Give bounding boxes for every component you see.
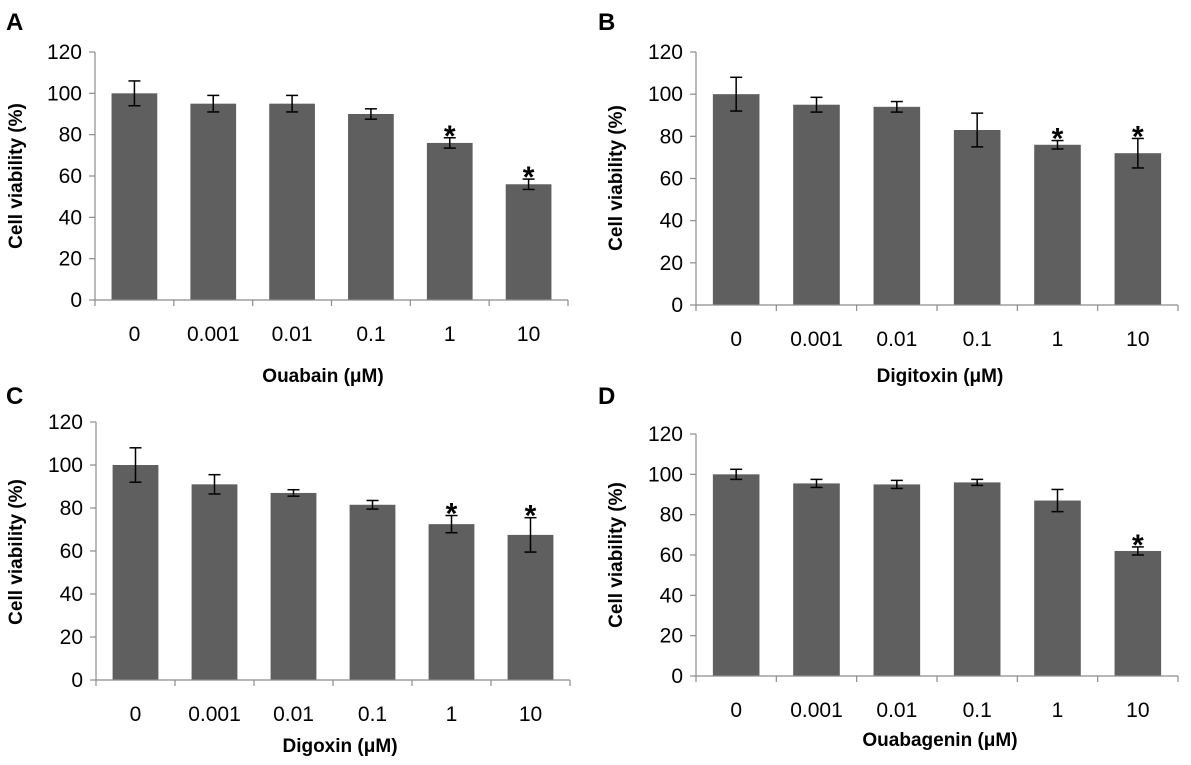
panel-c-y-axis-title: Cell viability (%) xyxy=(6,479,27,625)
panel-a-ytick-3: 60 xyxy=(59,165,82,188)
panel-b-ytick-3: 60 xyxy=(660,168,683,191)
panel-b-significance-5: * xyxy=(1132,120,1144,153)
panel-b-bar-2 xyxy=(873,106,921,305)
panel-a-ytick-6: 120 xyxy=(47,41,82,64)
panel-c-ytick-5: 100 xyxy=(48,454,83,477)
panel-a-x-axis-title: Ouabain (μM) xyxy=(262,366,383,387)
panel-d-xtick-0: 0 xyxy=(730,699,742,722)
panel-d-ytick-6: 120 xyxy=(648,423,683,446)
panel-c-bar-1 xyxy=(191,484,238,680)
panel-d-x-axis-title: Ouabagenin (μM) xyxy=(862,730,1017,751)
panel-c-ytick-1: 20 xyxy=(60,626,83,649)
panel-c-ytick-3: 60 xyxy=(60,540,83,563)
panel-c-x-axis-title: Digoxin (μM) xyxy=(282,736,397,757)
panel-c-significance-4: * xyxy=(446,498,458,531)
panel-a-bar-0 xyxy=(111,93,158,300)
panel-c-ytick-4: 80 xyxy=(60,497,83,520)
panel-d-xtick-1: 0.001 xyxy=(790,699,843,722)
panel-b-ytick-4: 80 xyxy=(660,125,683,148)
panel-b-y-axis-title: Cell viability (%) xyxy=(606,105,627,251)
panel-b-bar-4 xyxy=(1034,144,1081,305)
panel-d-bar-5 xyxy=(1114,550,1162,676)
panel-b-bar-5 xyxy=(1114,153,1162,305)
panel-d-y-axis-title: Cell viability (%) xyxy=(606,482,627,628)
panel-d-ytick-3: 60 xyxy=(660,544,683,567)
panel-a-ytick-5: 100 xyxy=(47,82,82,105)
panel-d-xtick-4: 1 xyxy=(1052,699,1064,722)
panel-b-xtick-2: 0.01 xyxy=(876,328,917,351)
panel-a-bar-2 xyxy=(269,103,315,300)
panel-b-xtick-4: 1 xyxy=(1052,328,1064,351)
panel-c-xtick-3: 0.1 xyxy=(358,703,387,726)
panel-d-ytick-1: 20 xyxy=(660,625,683,648)
panel-b-xtick-5: 10 xyxy=(1126,328,1149,351)
panel-a-bar-1 xyxy=(190,103,237,300)
panel-a-xtick-0: 0 xyxy=(129,323,141,346)
panel-d-bar-2 xyxy=(873,484,921,676)
panel-c-bar-2 xyxy=(270,492,317,680)
panel-b-ytick-0: 0 xyxy=(671,294,683,317)
panel-d-xtick-5: 10 xyxy=(1126,699,1149,722)
panel-b-ytick-1: 20 xyxy=(660,252,683,275)
panel-d-significance-5: * xyxy=(1132,529,1144,562)
panel-b-ytick-5: 100 xyxy=(648,83,683,106)
panel-d-bar-0 xyxy=(712,474,760,676)
panel-b-xtick-3: 0.1 xyxy=(963,328,992,351)
panel-b-ytick-2: 40 xyxy=(660,210,683,233)
panel-a-xtick-1: 0.001 xyxy=(187,323,240,346)
panel-c-xtick-0: 0 xyxy=(130,703,142,726)
panel-b-significance-4: * xyxy=(1052,123,1064,156)
panel-d-xtick-3: 0.1 xyxy=(963,699,992,722)
panel-b-letter: B xyxy=(598,9,615,36)
panel-a-ytick-2: 40 xyxy=(59,206,82,229)
panel-d-bar-1 xyxy=(793,483,840,676)
panel-b-xtick-0: 0 xyxy=(730,328,742,351)
panel-a-y-axis-title: Cell viability (%) xyxy=(6,103,27,249)
panel-d-xtick-2: 0.01 xyxy=(876,699,917,722)
panel-b-bar-3 xyxy=(953,130,1001,305)
panel-a-xtick-2: 0.01 xyxy=(272,323,313,346)
panel-a-ytick-1: 20 xyxy=(59,248,82,271)
panel-d-ytick-5: 100 xyxy=(648,463,683,486)
panel-a-ytick-4: 80 xyxy=(59,124,82,147)
panel-c-xtick-2: 0.01 xyxy=(273,703,314,726)
panel-c-letter: C xyxy=(6,383,23,410)
panel-d-bar-3 xyxy=(953,482,1001,676)
panel-c-ytick-0: 0 xyxy=(71,669,83,692)
panel-a-significance-5: * xyxy=(523,161,535,194)
panel-a-letter: A xyxy=(6,9,23,36)
panel-b-x-axis-title: Digitoxin (μM) xyxy=(877,366,1004,387)
panel-d-bar-4 xyxy=(1034,500,1081,676)
panel-a-ytick-0: 0 xyxy=(70,289,82,312)
panel-c-ytick-6: 120 xyxy=(48,411,83,434)
panel-a-significance-4: * xyxy=(444,120,456,153)
panel-b-ytick-6: 120 xyxy=(648,41,683,64)
panel-d-letter: D xyxy=(598,383,615,410)
panel-b-bar-1 xyxy=(793,104,840,306)
panel-c-xtick-4: 1 xyxy=(446,703,458,726)
panel-d-ytick-0: 0 xyxy=(671,665,683,688)
panel-a-bar-3 xyxy=(348,114,394,300)
panel-d-ytick-2: 40 xyxy=(660,584,683,607)
panel-c-xtick-5: 10 xyxy=(519,703,542,726)
panel-c-bar-0 xyxy=(112,465,159,680)
panel-d-ytick-4: 80 xyxy=(660,504,683,527)
panel-b-xtick-1: 0.001 xyxy=(790,328,843,351)
panel-c-xtick-1: 0.001 xyxy=(188,703,241,726)
panel-c-bar-4 xyxy=(428,524,475,681)
panel-a-bar-4 xyxy=(426,142,473,300)
panel-c-bar-3 xyxy=(349,504,396,680)
panel-b-bar-0 xyxy=(712,94,760,305)
panel-a-xtick-3: 0.1 xyxy=(356,323,385,346)
panel-c-significance-5: * xyxy=(525,500,537,533)
panel-c-bar-5 xyxy=(507,534,554,681)
panel-a-xtick-4: 1 xyxy=(444,323,456,346)
panel-c-ytick-2: 40 xyxy=(60,583,83,606)
panel-a-bar-5 xyxy=(505,184,552,300)
panel-a-xtick-5: 10 xyxy=(517,323,540,346)
